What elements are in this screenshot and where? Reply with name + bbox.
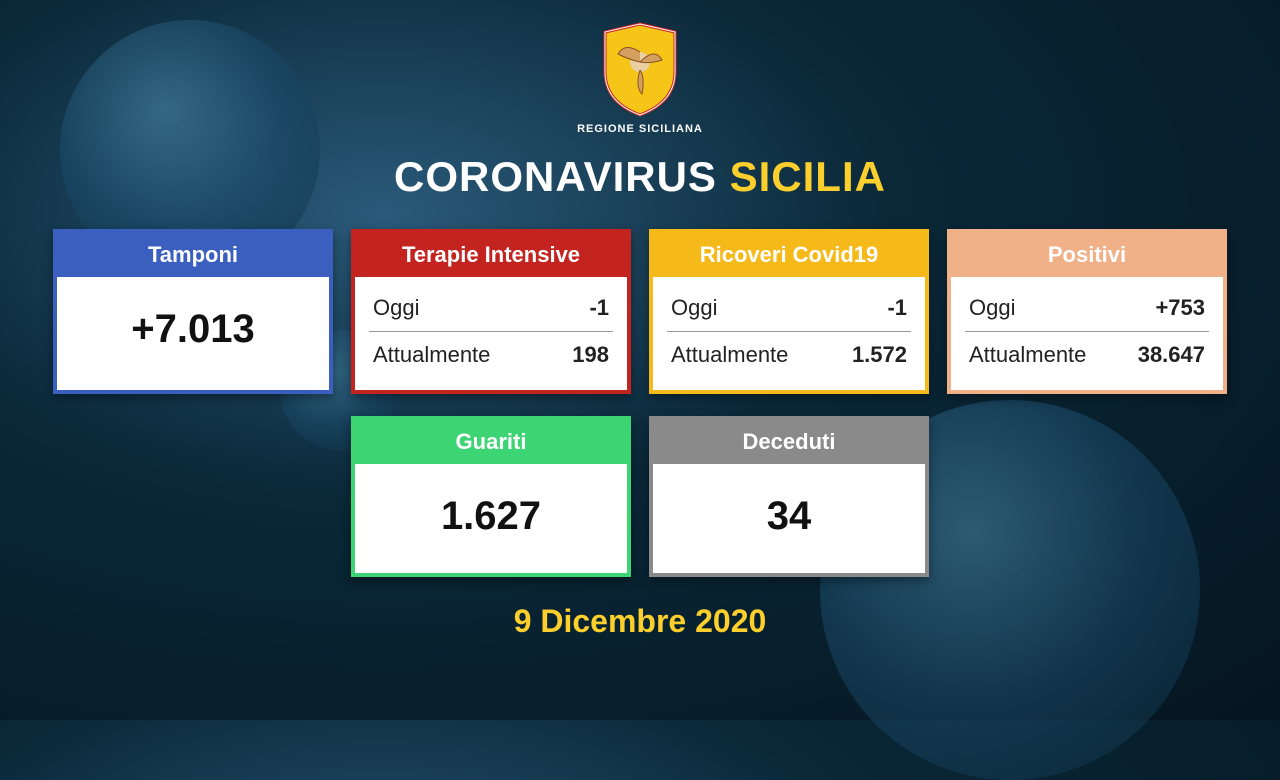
card-value: 34 xyxy=(653,464,925,573)
card-line-attualmente: Attualmente 38.647 xyxy=(965,332,1209,378)
card-header: Deceduti xyxy=(653,420,925,464)
label-oggi: Oggi xyxy=(671,295,717,321)
title-word-1: CORONAVIRUS xyxy=(394,153,717,200)
card-header: Ricoveri Covid19 xyxy=(653,233,925,277)
value-attualmente: 198 xyxy=(572,342,609,368)
label-attualmente: Attualmente xyxy=(969,342,1086,368)
card-header: Terapie Intensive xyxy=(355,233,627,277)
card-guariti: Guariti 1.627 xyxy=(351,416,631,577)
value-attualmente: 1.572 xyxy=(852,342,907,368)
card-line-oggi: Oggi +753 xyxy=(965,285,1209,332)
value-oggi: -1 xyxy=(589,295,609,321)
label-attualmente: Attualmente xyxy=(671,342,788,368)
region-shield-icon xyxy=(600,22,680,117)
card-header: Tamponi xyxy=(57,233,329,277)
cards-row-1: Tamponi +7.013 Terapie Intensive Oggi -1… xyxy=(0,229,1280,394)
card-line-oggi: Oggi -1 xyxy=(369,285,613,332)
card-value: +7.013 xyxy=(57,277,329,386)
card-line-attualmente: Attualmente 198 xyxy=(369,332,613,378)
label-oggi: Oggi xyxy=(969,295,1015,321)
label-attualmente: Attualmente xyxy=(373,342,490,368)
card-header: Positivi xyxy=(951,233,1223,277)
value-oggi: +753 xyxy=(1155,295,1205,321)
value-oggi: -1 xyxy=(887,295,907,321)
card-deceduti: Deceduti 34 xyxy=(649,416,929,577)
date-label: 9 Dicembre 2020 xyxy=(0,603,1280,640)
card-line-oggi: Oggi -1 xyxy=(667,285,911,332)
card-terapie: Terapie Intensive Oggi -1 Attualmente 19… xyxy=(351,229,631,394)
card-tamponi: Tamponi +7.013 xyxy=(53,229,333,394)
card-ricoveri: Ricoveri Covid19 Oggi -1 Attualmente 1.5… xyxy=(649,229,929,394)
logo-label: REGIONE SICILIANA xyxy=(577,123,703,135)
card-line-attualmente: Attualmente 1.572 xyxy=(667,332,911,378)
card-value: 1.627 xyxy=(355,464,627,573)
logo-area: REGIONE SICILIANA xyxy=(0,0,1280,135)
card-positivi: Positivi Oggi +753 Attualmente 38.647 xyxy=(947,229,1227,394)
card-header: Guariti xyxy=(355,420,627,464)
cards-row-2: Guariti 1.627 Deceduti 34 xyxy=(0,416,1280,577)
label-oggi: Oggi xyxy=(373,295,419,321)
title-word-2: SICILIA xyxy=(730,153,886,200)
value-attualmente: 38.647 xyxy=(1138,342,1205,368)
page-title: CORONAVIRUS SICILIA xyxy=(0,153,1280,201)
